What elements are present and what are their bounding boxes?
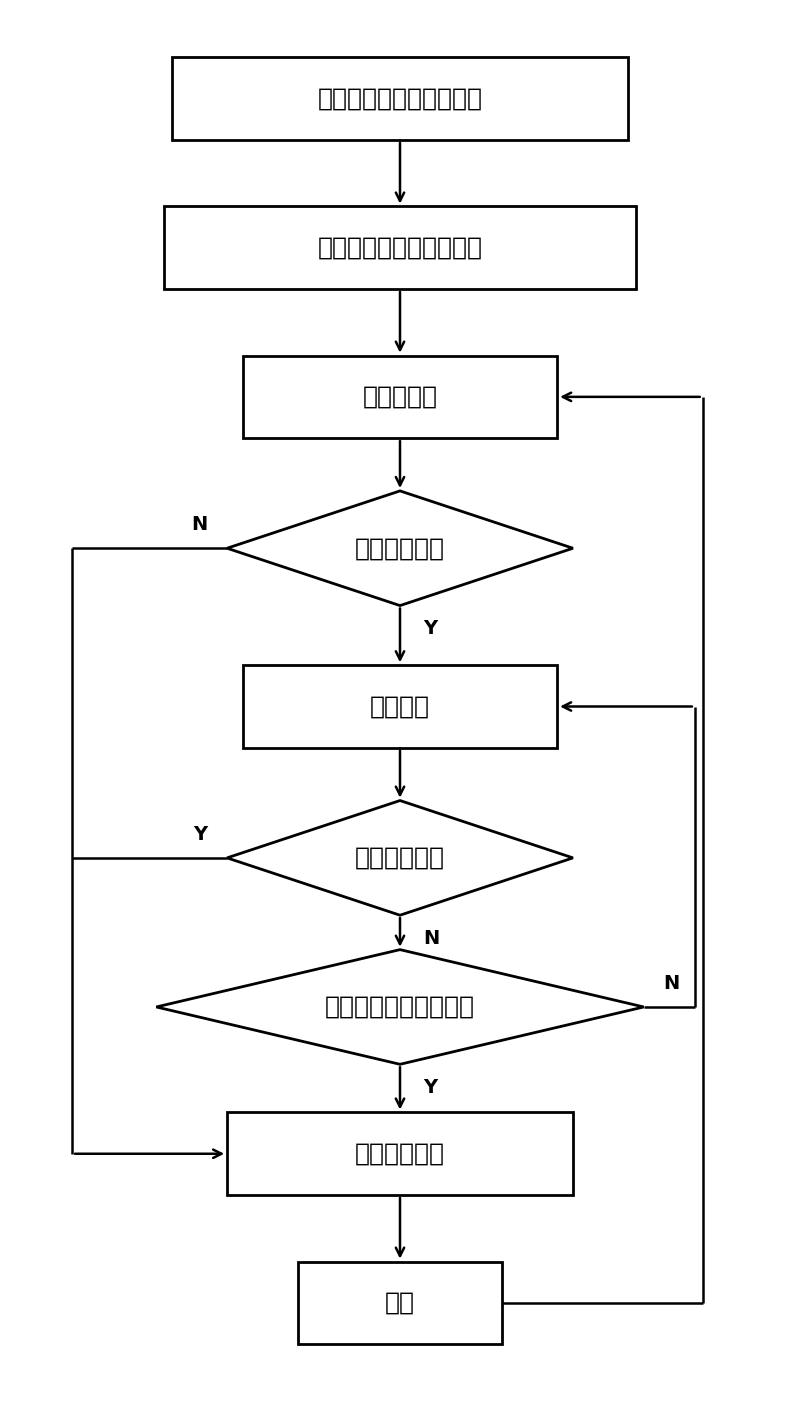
Polygon shape xyxy=(156,950,644,1064)
Text: Y: Y xyxy=(423,1078,438,1096)
Text: 进行信道评估: 进行信道评估 xyxy=(355,1142,445,1166)
Text: 是否发送成功: 是否发送成功 xyxy=(355,846,445,870)
Text: N: N xyxy=(423,928,440,948)
Text: N: N xyxy=(191,516,207,534)
Text: Y: Y xyxy=(194,825,207,844)
Bar xyxy=(242,666,558,747)
Bar xyxy=(172,58,628,140)
Text: N: N xyxy=(663,974,679,993)
Polygon shape xyxy=(227,490,573,606)
Polygon shape xyxy=(227,801,573,916)
Bar xyxy=(227,1112,573,1195)
Bar xyxy=(298,1262,502,1344)
Bar xyxy=(164,206,636,290)
Text: 形成本地网络跳信道信息: 形成本地网络跳信道信息 xyxy=(318,236,482,260)
Text: 发送数据: 发送数据 xyxy=(370,695,430,718)
Text: 是否发送数据: 是否发送数据 xyxy=(355,537,445,560)
Bar xyxy=(242,356,558,438)
Text: Y: Y xyxy=(423,619,438,639)
Text: 收集邻接网络跳信道信息: 收集邻接网络跳信道信息 xyxy=(318,86,482,110)
Text: 休眠: 休眠 xyxy=(385,1291,415,1316)
Text: 是否大于最大发送次数: 是否大于最大发送次数 xyxy=(325,995,475,1019)
Text: 发送信标帧: 发送信标帧 xyxy=(362,384,438,408)
